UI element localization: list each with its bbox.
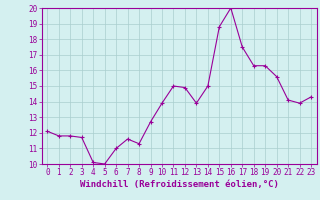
X-axis label: Windchill (Refroidissement éolien,°C): Windchill (Refroidissement éolien,°C) — [80, 180, 279, 189]
